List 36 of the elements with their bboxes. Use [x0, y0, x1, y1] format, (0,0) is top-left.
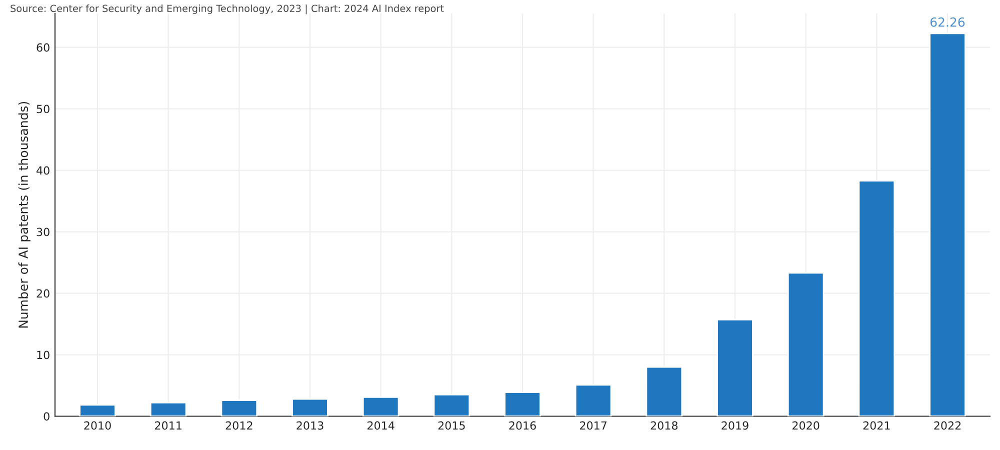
y-tick-label: 20 [36, 289, 50, 298]
x-tick-label: 2022 [934, 421, 961, 430]
x-tick-label: 2012 [226, 421, 252, 430]
bar [220, 400, 258, 416]
x-tick-label: 2015 [438, 421, 465, 430]
bar [574, 384, 612, 416]
bar [150, 402, 187, 416]
y-tick-label: 10 [37, 350, 50, 360]
bar [433, 394, 470, 416]
bar [929, 32, 966, 416]
bar [504, 392, 541, 416]
bar [716, 319, 754, 416]
x-tick-label: 2017 [580, 421, 607, 430]
x-tick-label: 2020 [792, 421, 820, 430]
bar [787, 272, 824, 416]
bar [79, 404, 116, 416]
bar [646, 366, 683, 416]
data-label: 62.26 [930, 17, 965, 27]
bar [858, 180, 896, 416]
bar [362, 396, 400, 416]
y-tick-label: 40 [36, 166, 50, 175]
x-tick-label: 2018 [650, 421, 678, 430]
y-axis-title: Number of AI patents (in thousands) [18, 102, 30, 328]
x-tick-label: 2010 [84, 421, 111, 430]
y-tick-label: 30 [36, 228, 50, 236]
x-tick-label: 2021 [863, 421, 890, 430]
x-tick-label: 2019 [722, 421, 748, 430]
x-tick-label: 2013 [296, 421, 324, 430]
y-tick-label: 0 [44, 412, 50, 421]
bar [292, 398, 328, 416]
x-tick-label: 2016 [509, 421, 536, 430]
x-tick-label: 2011 [155, 421, 182, 430]
y-tick-label: 60 [36, 43, 50, 52]
x-tick-label: 2014 [368, 421, 394, 430]
y-tick-label: 50 [36, 104, 50, 114]
annotation: Source: Center for Security and Emerging Technology, 2023 | Chart: 2024 AI Index report [10, 4, 444, 14]
